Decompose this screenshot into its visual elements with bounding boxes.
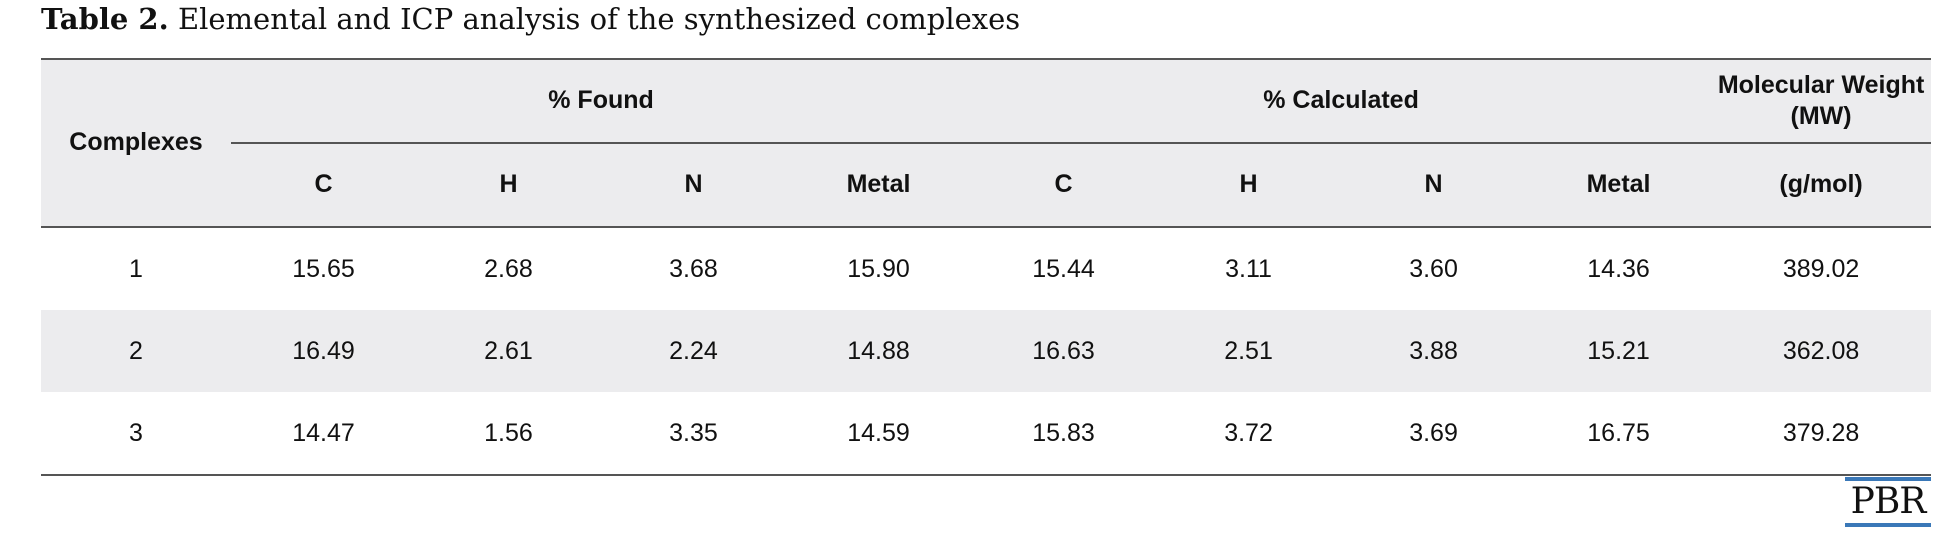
- table-cell: 2.51: [1224, 336, 1273, 365]
- logo: PBR: [1845, 477, 1931, 527]
- table-cell: 1: [129, 254, 143, 283]
- column-header: N: [1341, 142, 1527, 227]
- column-header: H: [1156, 142, 1342, 227]
- table-cell: 16.63: [1032, 336, 1095, 365]
- caption-label: Table 2.: [41, 2, 169, 36]
- data-table: Complexes % Found % Calculated Molecular We…: [41, 58, 1932, 476]
- table-row: 2 16.49 2.61 2.24 14.88 16.63 2.51 3.88 15.21 362…: [41, 310, 1932, 392]
- table-cell: 14.36: [1587, 254, 1650, 283]
- table-body: 1 15.65 2.68 3.68 15.90 15.44 3.11 3.60 14.36 389…: [41, 227, 1932, 475]
- table-cell: 15.44: [1032, 254, 1095, 283]
- column-header: C: [231, 142, 416, 227]
- table-row: 1 15.65 2.68 3.68 15.90 15.44 3.11 3.60 14.36 389…: [41, 227, 1931, 310]
- table-cell: 389.02: [1782, 254, 1860, 283]
- table-cell: 362.08: [1782, 336, 1860, 365]
- column-header: H: [416, 142, 601, 227]
- table-cell: 14.88: [847, 336, 910, 365]
- table-caption: Table 2. Elemental and ICP analysis of t…: [41, 2, 1020, 36]
- table-cell: 3.68: [669, 254, 718, 283]
- row-header: Complexes: [69, 128, 203, 157]
- table-cell: 3.88: [1409, 336, 1458, 365]
- group-header: Molecular Weight (MW): [1717, 70, 1925, 130]
- table-cell: 16.49: [292, 336, 355, 365]
- table-cell: 3.11: [1225, 254, 1272, 283]
- table-cell: 15.83: [1032, 418, 1095, 447]
- table-cell: 2: [129, 336, 143, 365]
- table-cell: 14.59: [847, 418, 910, 447]
- column-header: (g/mol): [1711, 142, 1932, 227]
- table-head: Complexes % Found % Calculated Molecular We…: [41, 59, 1932, 227]
- table-cell: 15.90: [847, 254, 910, 283]
- header-row: C H N Metal C H N Metal (g/mol): [41, 142, 1932, 227]
- column-header: C: [971, 142, 1157, 227]
- table-cell: 2.24: [669, 336, 718, 365]
- table-cell: 379.28: [1782, 418, 1860, 447]
- table-cell: 2.68: [484, 254, 533, 283]
- column-header: Metal: [786, 142, 972, 227]
- table-cell: 15.21: [1587, 336, 1650, 365]
- table-cell: 14.47: [292, 418, 355, 447]
- group-header: % Found: [548, 86, 654, 115]
- table-cell: 3.72: [1224, 418, 1273, 447]
- column-header: Metal: [1526, 142, 1712, 227]
- table-row: 3 14.47 1.56 3.35 14.59 15.83 3.72 3.69 16.75 379…: [41, 392, 1931, 475]
- table-cell: 16.75: [1587, 418, 1650, 447]
- group-header: % Calculated: [1263, 86, 1419, 115]
- table-cell: 3.60: [1409, 254, 1458, 283]
- column-header: N: [601, 142, 786, 227]
- table-cell: 1.56: [484, 418, 533, 447]
- table-cell: 3.35: [669, 418, 718, 447]
- table-cell: 3: [129, 418, 143, 447]
- table-cell: 15.65: [292, 254, 355, 283]
- caption-text: Elemental and ICP analysis of the synthe…: [177, 2, 1021, 36]
- table-cell: 2.61: [484, 336, 533, 365]
- header-row: Complexes % Found % Calculated Molecular We…: [41, 59, 1932, 156]
- table-cell: 3.69: [1409, 418, 1458, 447]
